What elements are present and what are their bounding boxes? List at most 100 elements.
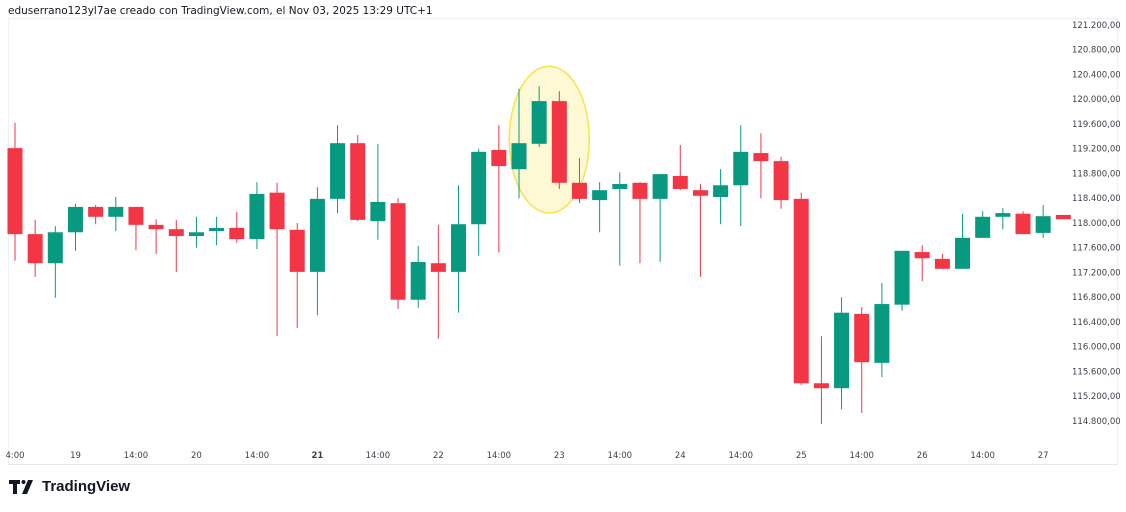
candle-body [813, 383, 829, 389]
candle [894, 250, 910, 311]
candle [269, 182, 285, 337]
candle [1035, 205, 1051, 238]
time-tick-label: 14:00 [729, 451, 754, 461]
candle [289, 222, 305, 329]
price-tick-label: 116.000,00 [1072, 343, 1121, 353]
candle-body [753, 153, 769, 162]
candle-body [188, 232, 204, 236]
candle [27, 219, 43, 277]
candle [491, 125, 507, 253]
time-tick-label: 19 [70, 451, 81, 461]
time-tick-label: 14:00 [245, 451, 270, 461]
candle-body [390, 203, 406, 300]
candle-body [47, 232, 63, 264]
price-tick-label: 116.800,00 [1072, 293, 1121, 303]
candle-body [1015, 213, 1031, 235]
candle-body [894, 250, 910, 305]
candle [531, 86, 547, 147]
candlestick-chart[interactable]: 121.200,00 120.800,00 120.400,00 120.000,00… [0, 0, 1126, 470]
time-tick-label: 24 [675, 451, 686, 461]
candle [1055, 214, 1071, 220]
time-tick-label: 25 [796, 451, 807, 461]
candle [975, 211, 991, 238]
candle [249, 182, 265, 249]
candle-body [148, 224, 164, 230]
candle [148, 219, 164, 254]
candle [1015, 211, 1031, 235]
candle-body [269, 192, 285, 230]
price-tick-label: 119.200,00 [1072, 145, 1121, 155]
highlight-ellipse[interactable] [508, 65, 590, 214]
candle-body [551, 101, 567, 183]
candle [753, 133, 769, 199]
candle-body [67, 206, 83, 233]
price-axis[interactable]: 121.200,00 120.800,00 120.400,00 120.000,00… [1072, 21, 1121, 427]
time-tick-label: 21 [311, 451, 323, 461]
candle-body [955, 237, 971, 269]
candle-body [451, 224, 467, 272]
candle-body [975, 216, 991, 238]
candle-body [652, 174, 668, 199]
price-tick-label: 119.600,00 [1072, 120, 1121, 130]
candle-body [249, 193, 265, 240]
tradingview-logo[interactable]: TradingView [9, 478, 130, 495]
time-tick-label: 27 [1038, 451, 1049, 461]
candle [330, 125, 346, 214]
candle [229, 211, 245, 243]
candle [209, 216, 225, 246]
candle [733, 125, 749, 227]
candle [309, 187, 325, 316]
candle-body [1055, 214, 1071, 220]
candle [934, 253, 950, 269]
candle [430, 224, 446, 339]
candle [672, 145, 688, 191]
candle-body [491, 149, 507, 167]
price-tick-label: 120.400,00 [1072, 70, 1121, 80]
time-tick-label: 14:00 [608, 451, 633, 461]
candle-body [713, 185, 729, 198]
time-tick-label: 4:00 [5, 451, 24, 461]
candle-body [370, 201, 386, 222]
candle-body [330, 143, 346, 199]
candle-body [1035, 216, 1051, 233]
candle-body [612, 184, 628, 189]
time-tick-label: 14:00 [366, 451, 391, 461]
time-tick-label: 20 [191, 451, 202, 461]
candle [410, 245, 426, 308]
candle-body [995, 213, 1011, 217]
candle [471, 148, 487, 256]
candle [773, 156, 789, 209]
candle-body [834, 312, 850, 389]
time-axis[interactable]: 4:00 19 14:00 20 14:00 21 14:00 22 14:00 23 14:00 2… [5, 451, 1048, 461]
candle [47, 226, 63, 298]
candle [188, 216, 204, 248]
price-tick-label: 117.600,00 [1072, 244, 1121, 254]
price-tick-label: 117.200,00 [1072, 268, 1121, 278]
candle-body [309, 198, 325, 272]
candle [612, 172, 628, 266]
candle [592, 182, 608, 233]
candle [7, 122, 23, 261]
candle [67, 203, 83, 251]
candle [571, 158, 587, 204]
tradingview-logo-icon [9, 479, 33, 494]
candle [834, 297, 850, 410]
candle [692, 184, 708, 277]
candle [914, 245, 930, 282]
price-tick-label: 120.800,00 [1072, 46, 1121, 56]
candle-body [592, 190, 608, 201]
candle-body [88, 206, 104, 217]
candle-body [874, 304, 890, 363]
candle-body [934, 258, 950, 269]
time-tick-label: 14:00 [124, 451, 149, 461]
candle [128, 206, 144, 251]
candle-body [692, 190, 708, 196]
candle-body [289, 229, 305, 272]
candle [874, 283, 890, 378]
candle-body [229, 227, 245, 240]
time-tick-label: 22 [433, 451, 444, 461]
price-tick-label: 114.800,00 [1072, 417, 1121, 427]
candle [995, 208, 1011, 230]
price-tick-label: 121.200,00 [1072, 21, 1121, 31]
candle [511, 88, 527, 199]
